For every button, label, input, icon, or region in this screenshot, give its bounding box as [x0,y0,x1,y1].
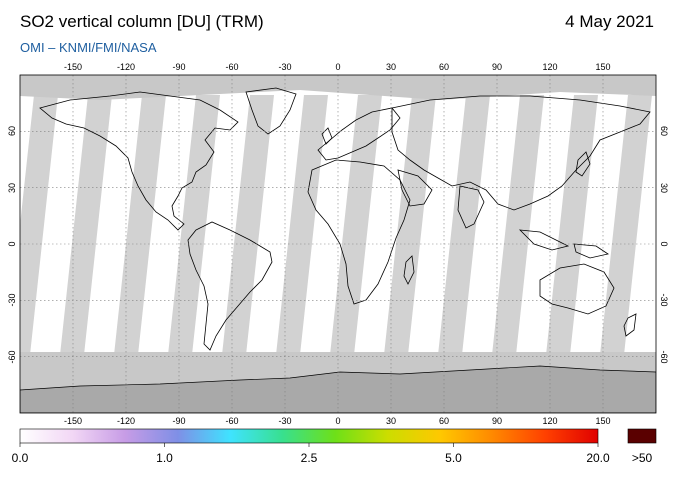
swath-gap [546,95,598,355]
south-america [187,221,273,351]
lon-tick-label-top: -90 [172,62,186,72]
lat-tick-label-left: -60 [7,350,17,364]
lon-tick-label-bottom: 0 [335,416,341,426]
swath-gap [114,95,166,355]
map-date: 4 May 2021 [565,12,654,31]
swath-gap [276,95,328,355]
india [457,185,485,229]
lon-tick-label-top: 30 [385,62,397,72]
lat-tick-label-left: -30 [7,293,17,307]
lat-tick-label-right: -60 [659,350,669,364]
lon-tick-label-bottom: -120 [116,416,136,426]
new-zealand [623,313,637,337]
colorbar-ticks [19,443,599,447]
lon-tick-label-top: -150 [63,62,83,72]
lon-tick-label-bottom: 90 [491,416,503,426]
lat-tick-label-left: 60 [7,126,17,137]
map-border [19,74,657,414]
lon-tick-label-top: 120 [542,62,558,72]
colorbar [19,428,599,444]
lat-tick-label-right: 0 [659,241,669,247]
antarctica [20,365,656,413]
lat-tick-label-right: 60 [659,126,669,137]
data-credit: OMI – KNMI/FMI/NASA [20,40,157,55]
map-frame-content [0,75,656,413]
madagascar [403,255,415,285]
coastlines [39,87,651,351]
uk [321,127,333,145]
japan [575,151,591,177]
swath-gap [0,95,4,355]
north-america [39,91,239,231]
swath-gap [330,95,382,355]
lon-tick-label-top: -30 [278,62,292,72]
swath-gap [438,95,490,355]
lon-tick-label-top: 60 [438,62,450,72]
swath-gap [20,95,58,355]
lon-tick-label-bottom: 150 [595,416,611,426]
swath-gap [384,95,436,355]
lat-tick-label-right: 30 [659,182,669,193]
colorbar-label: 20.0 [586,451,610,465]
lon-tick-label-top: -60 [225,62,239,72]
colorbar-label: 5.0 [445,451,462,465]
lon-tick-label-bottom: -150 [63,416,83,426]
lon-tick-label-bottom: -90 [172,416,186,426]
swath-gap [492,95,544,355]
lat-tick-label-left: 0 [7,241,17,247]
maritime-se-asia [518,229,570,251]
lon-tick-label-top: -120 [116,62,136,72]
lon-tick-label-bottom: 60 [438,416,450,426]
lon-tick-label-bottom: -30 [278,416,292,426]
lon-tick-label-bottom: -60 [225,416,239,426]
colorbar-overflow-label: >50 [631,451,653,465]
lat-tick-label-right: -30 [659,293,669,307]
lon-tick-label-top: 90 [491,62,503,72]
swath-gaps [0,95,652,355]
new-guinea [573,243,610,259]
lon-tick-label-bottom: 30 [385,416,397,426]
colorbar-label: 1.0 [156,451,173,465]
lon-tick-label-top: 150 [595,62,611,72]
swath-gap [60,95,112,355]
arabia [397,169,433,207]
greenland [245,87,297,135]
lon-tick-label-top: 0 [335,62,341,72]
colorbar-label: 2.5 [300,451,318,465]
africa [307,159,411,305]
colorbar-overflow-swatch [627,428,657,444]
colorbar-label: 0.0 [11,451,29,465]
swath-gap [168,95,220,355]
map-title: SO2 vertical column [DU] (TRM) [20,12,264,31]
lon-tick-label-bottom: 120 [542,416,558,426]
lat-tick-label-left: 30 [7,182,17,193]
graticule [20,75,656,413]
europe [317,107,401,161]
swath-gap [222,95,274,355]
asia [391,95,651,211]
australia [539,263,615,315]
